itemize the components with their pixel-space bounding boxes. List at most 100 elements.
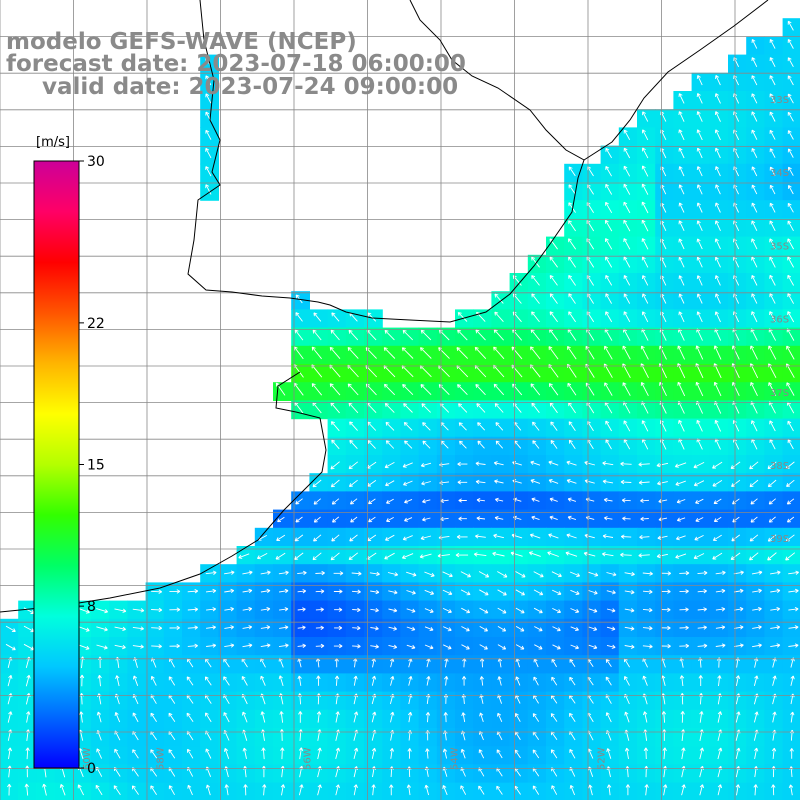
wind-arrow — [678, 202, 685, 213]
wind-arrow — [59, 784, 66, 796]
wind-arrow — [371, 747, 377, 759]
wind-arrow — [620, 534, 632, 539]
wind-arrow — [767, 534, 777, 542]
wind-arrow — [712, 552, 723, 560]
wind-arrow — [97, 674, 102, 687]
wind-arrow — [570, 644, 579, 650]
wind-arrow — [458, 516, 467, 521]
wind-arrow — [224, 588, 235, 594]
wind-arrow — [568, 220, 576, 232]
wind-arrow — [679, 643, 690, 649]
wind-arrow — [549, 402, 558, 414]
wind-arrow — [656, 553, 668, 559]
wind-arrow — [530, 460, 541, 466]
wind-arrow — [786, 382, 795, 396]
wind-arrow — [531, 497, 540, 502]
wind-arrow — [588, 644, 598, 650]
wind-arrow — [714, 311, 721, 323]
wind-arrow — [515, 589, 525, 596]
wind-arrow — [751, 148, 758, 159]
longitude-label: 60W — [82, 747, 93, 770]
wind-arrow — [642, 293, 649, 304]
wind-arrow — [624, 711, 630, 723]
wind-arrow — [678, 147, 685, 159]
wind-arrow — [713, 498, 722, 505]
wind-arrow — [132, 675, 139, 686]
wind-arrow — [477, 422, 486, 431]
wind-arrow — [769, 238, 776, 250]
field-cell — [782, 436, 800, 456]
wind-arrow — [335, 711, 340, 723]
wind-arrow — [407, 711, 413, 723]
wind-arrow — [787, 238, 794, 250]
wind-arrow — [662, 747, 667, 760]
wind-arrow — [295, 312, 303, 322]
wind-arrow — [678, 129, 685, 141]
latitude-label: 33S — [770, 95, 789, 106]
wind-arrow — [657, 535, 668, 540]
wind-arrow — [532, 749, 540, 759]
colorbar-ramp — [33, 160, 80, 769]
wind-arrow — [769, 166, 776, 177]
wind-arrow — [769, 111, 776, 122]
wind-arrow — [751, 238, 758, 250]
wind-arrow — [353, 747, 359, 760]
wind-arrow — [602, 552, 614, 557]
wind-arrow — [770, 588, 781, 594]
wind-arrow — [420, 462, 432, 468]
wind-arrow — [623, 129, 631, 141]
wind-arrow — [168, 712, 176, 722]
wind-arrow — [404, 440, 413, 449]
wind-arrow — [548, 383, 559, 396]
wind-arrow — [243, 784, 248, 796]
field-cell — [527, 782, 547, 800]
wind-arrow — [751, 166, 758, 177]
wind-arrow — [242, 606, 253, 612]
wind-arrow — [752, 606, 762, 612]
wind-arrow — [224, 784, 229, 796]
wind-arrow — [641, 311, 649, 323]
wind-arrow — [169, 607, 181, 612]
wind-arrow — [497, 712, 503, 722]
wind-arrow — [330, 552, 340, 561]
wind-arrow — [751, 256, 758, 268]
wind-arrow — [260, 606, 271, 612]
wind-arrow — [353, 711, 359, 723]
wind-arrow — [676, 517, 686, 522]
wind-arrow — [495, 422, 504, 431]
wind-arrow — [768, 498, 776, 505]
wind-arrow — [406, 626, 416, 631]
wind-arrow — [260, 588, 271, 594]
wind-arrow — [333, 643, 343, 649]
wind-arrow — [261, 747, 266, 760]
wind-arrow — [605, 420, 612, 432]
wind-arrow — [678, 238, 685, 250]
wind-arrow — [205, 712, 212, 723]
wind-arrow — [388, 644, 398, 649]
wind-arrow — [205, 570, 217, 575]
wind-arrow — [169, 589, 181, 594]
wind-arrow — [7, 674, 13, 687]
wind-arrow — [276, 534, 286, 541]
wind-arrow — [696, 275, 703, 286]
wind-arrow — [424, 644, 434, 650]
wind-arrow — [425, 748, 430, 759]
wind-arrow — [223, 676, 230, 686]
wind-arrow — [531, 311, 540, 323]
wind-arrow — [238, 553, 250, 559]
field-cell — [382, 491, 401, 511]
wind-arrow — [569, 712, 576, 722]
wind-arrow — [735, 784, 741, 796]
wind-arrow — [788, 588, 799, 594]
wind-arrow — [787, 111, 794, 122]
field-cell — [782, 382, 800, 401]
longitude-label: 58W — [156, 747, 167, 770]
wind-arrow — [584, 460, 596, 466]
wind-arrow — [277, 516, 285, 523]
wind-arrow — [751, 311, 758, 323]
wind-arrow — [279, 625, 289, 630]
wind-arrow — [442, 589, 453, 596]
wind-arrow — [696, 75, 703, 86]
